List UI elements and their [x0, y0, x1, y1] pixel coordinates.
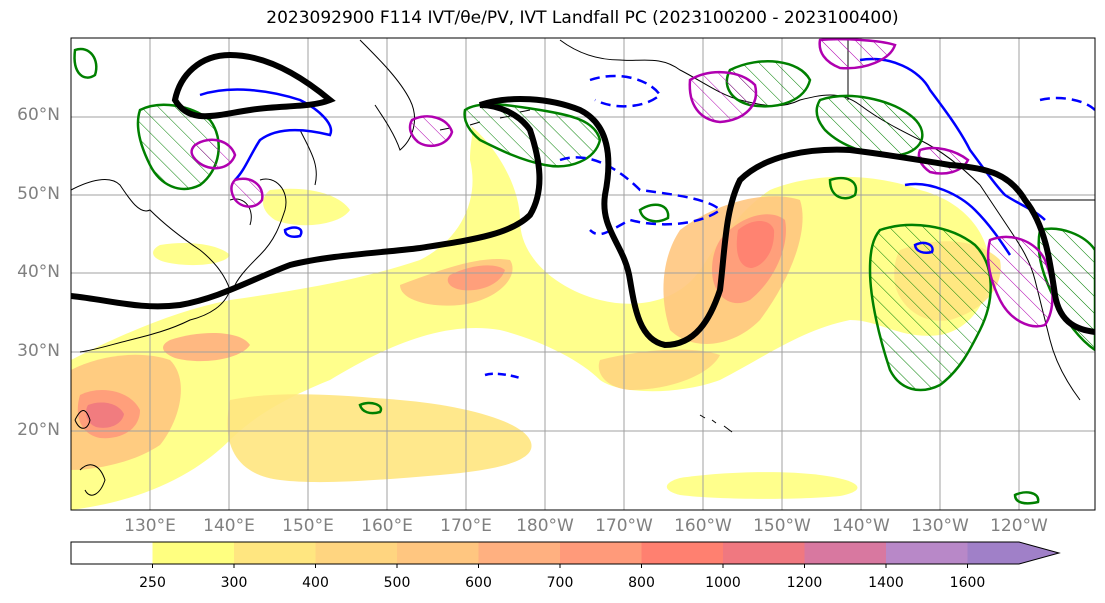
lat-label-60: 60°N	[17, 105, 60, 125]
lon-label-130e: 130°E	[124, 516, 176, 536]
lon-label-160e: 160°E	[361, 516, 413, 536]
lat-label-50: 50°N	[17, 184, 60, 204]
map-frame	[70, 37, 1096, 511]
coast-taiwan	[74, 410, 91, 429]
pv-magenta-siberia	[190, 138, 237, 170]
colorbar-tick-label: 300	[220, 575, 248, 591]
lat-label-40: 40°N	[17, 262, 60, 282]
pv-magenta-alaska	[688, 70, 758, 124]
ivt-shading	[71, 125, 1001, 510]
colorbar-outline	[70, 541, 1061, 565]
pv-magenta-ne	[818, 38, 897, 70]
colorbar-tick-label: 1200	[786, 575, 823, 591]
ivt-region-yellow-5	[263, 188, 350, 226]
colorbar-tick-label: 600	[465, 575, 492, 591]
colorbar-tick-label: 1600	[949, 575, 986, 591]
theta-e-region-pnw	[868, 223, 992, 392]
colorbar-segment	[397, 542, 479, 564]
pv-blue-dashed-gulf	[559, 156, 722, 236]
colorbar-segment	[478, 542, 561, 564]
ivt-region-orange-7	[598, 349, 720, 390]
lat-label-20: 20°N	[17, 420, 60, 440]
colorbar-tick-label: 250	[139, 575, 166, 591]
ivt-region-red-4	[736, 221, 775, 268]
lon-label-180w: 180°W	[516, 516, 574, 536]
ivt-region-orange-2	[163, 333, 250, 362]
lon-label-130w: 130°W	[911, 516, 969, 536]
colorbar-tick-label: 800	[628, 575, 655, 591]
pv-magenta-japan	[230, 177, 264, 208]
colorbar-segment	[641, 542, 724, 564]
pv-blue-bc	[859, 57, 1046, 221]
colorbar-segment	[723, 542, 805, 564]
theta-e-small-5	[1013, 491, 1040, 505]
lon-label-120w: 120°W	[990, 516, 1048, 536]
pv-blue-siberia	[199, 88, 333, 181]
colorbar-segment	[315, 542, 398, 564]
pv-blue-small-2	[484, 372, 521, 380]
ivt-region-yellow-3	[666, 472, 858, 499]
colorbar-segment	[560, 542, 642, 564]
theta-e-small-2	[73, 47, 98, 79]
theta-e-small-1	[828, 176, 858, 200]
lon-label-140e: 140°E	[203, 516, 255, 536]
colorbar-segment	[234, 542, 316, 564]
lon-label-150e: 150°E	[282, 516, 334, 536]
chart-title: 2023092900 F114 IVT/θe/PV, IVT Landfall …	[266, 8, 899, 28]
lat-label-30: 30°N	[17, 341, 60, 361]
coast-philippines	[79, 464, 106, 496]
colorbar-ticks	[152, 564, 968, 568]
pv-blue-small-1	[283, 226, 303, 238]
coast-asia	[71, 179, 231, 353]
pv-contours-blue	[199, 57, 1095, 380]
theta-e-region-siberia	[136, 103, 220, 191]
coast-hawaii	[699, 414, 733, 433]
lon-label-170e: 170°E	[440, 516, 492, 536]
landfall-pc-contour-north	[171, 51, 336, 120]
colorbar-segment	[152, 542, 235, 564]
colorbar-segment	[886, 542, 968, 564]
colorbar-segment	[967, 542, 1059, 564]
colorbar-segment	[804, 542, 887, 564]
lon-label-160w: 160°W	[674, 516, 732, 536]
colorbar-tick-label: 400	[302, 575, 329, 591]
colorbar-segments	[70, 541, 1061, 565]
colorbar-segment	[71, 542, 153, 564]
lon-label-170w: 170°W	[595, 516, 653, 536]
pv-blue-dashed-ne	[1039, 96, 1095, 111]
pv-magenta-coast	[986, 235, 1054, 328]
lon-label-140w: 140°W	[832, 516, 890, 536]
colorbar-tick-label: 1000	[705, 575, 741, 591]
landfall-pc-contour	[71, 96, 1095, 349]
pv-blue-small-3	[913, 241, 934, 254]
colorbar-tick-label: 1400	[868, 575, 904, 591]
lon-label-150w: 150°W	[753, 516, 811, 536]
colorbar-tick-label: 500	[383, 575, 411, 591]
ivt-region-red-2	[86, 402, 124, 428]
pv-blue-dashed-alaska	[589, 74, 662, 108]
pv-magenta-kamchatka	[408, 115, 454, 148]
ivt-region-orange-4	[447, 265, 505, 291]
ivt-region-yellow-2	[227, 394, 532, 483]
colorbar-tick-label: 700	[546, 575, 574, 591]
theta-e-small-3	[358, 401, 383, 415]
theta-e-small-4	[638, 203, 670, 223]
